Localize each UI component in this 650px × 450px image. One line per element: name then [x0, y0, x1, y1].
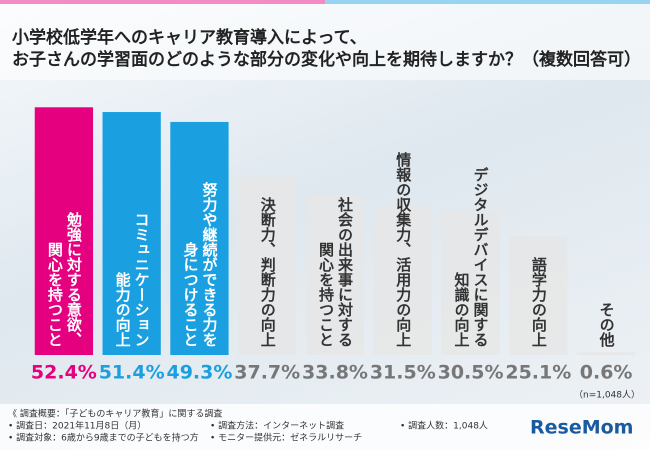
note: 《 調査概要：「子どものキャリア教育」に関する調査	[8, 408, 222, 420]
note: • 調査日：2021年11月8日（月）	[8, 420, 146, 432]
bar-label: 語学力の向上	[530, 256, 548, 347]
bar-label: 能力の向上	[114, 271, 132, 347]
value-label: 33.8%	[302, 362, 368, 384]
value-label: 52.4%	[31, 362, 97, 384]
logo: ReseMom	[530, 417, 633, 439]
bar-label: コミュニケーション	[133, 212, 151, 347]
bar-label: 知識の向上	[453, 271, 471, 347]
annotation: （n=1,048人）	[574, 390, 640, 401]
bar	[170, 121, 229, 355]
bar-label: 関心を持つこと	[317, 242, 335, 347]
bar-label: その他	[598, 302, 616, 348]
note: • 調査方法：インターネット調査	[210, 420, 344, 432]
bar	[576, 352, 636, 355]
bar	[509, 236, 568, 355]
bar	[102, 112, 161, 355]
value-label: 51.4%	[99, 362, 165, 384]
value-label: 30.5%	[438, 362, 504, 384]
bar-label: デジタルデバイスに関する	[472, 166, 490, 347]
chart-title: お子さんの学習面のどのような部分の変化や向上を期待しますか？（複数回答可）	[12, 49, 641, 70]
value-label: 31.5%	[370, 362, 436, 384]
title-band	[0, 0, 650, 80]
bar	[34, 107, 94, 355]
bar-label: 情報の収集力、活用力の向上	[394, 151, 412, 347]
bar-label: 決断力、判断力の向上	[259, 196, 277, 347]
chart-title: 小学校低学年へのキャリア教育導入によって、	[12, 27, 367, 48]
bar	[305, 195, 365, 355]
note: • 調査人数：1,048人	[400, 420, 488, 432]
value-label: 37.7%	[234, 362, 300, 384]
bar-label: 関心を持つこと	[46, 242, 64, 347]
value-label: 25.1%	[505, 362, 571, 384]
value-label: 0.6%	[580, 362, 633, 384]
bar	[441, 210, 500, 355]
bar-label: 身につけること	[181, 241, 199, 347]
value-label: 49.3%	[166, 362, 232, 384]
bar-label: 社会の出来事に対する	[336, 196, 354, 347]
bar-label: 勉強に対する意欲、	[65, 211, 83, 347]
bar	[238, 176, 297, 355]
bar	[373, 206, 432, 355]
bar-label: 努力や継続ができる力を	[200, 181, 218, 347]
footer-band	[0, 404, 650, 450]
note: • 調査対象：6歳から9歳までの子どもを持つ方	[8, 432, 199, 444]
note: • モニター提供元：ゼネラルリサーチ	[210, 432, 362, 444]
